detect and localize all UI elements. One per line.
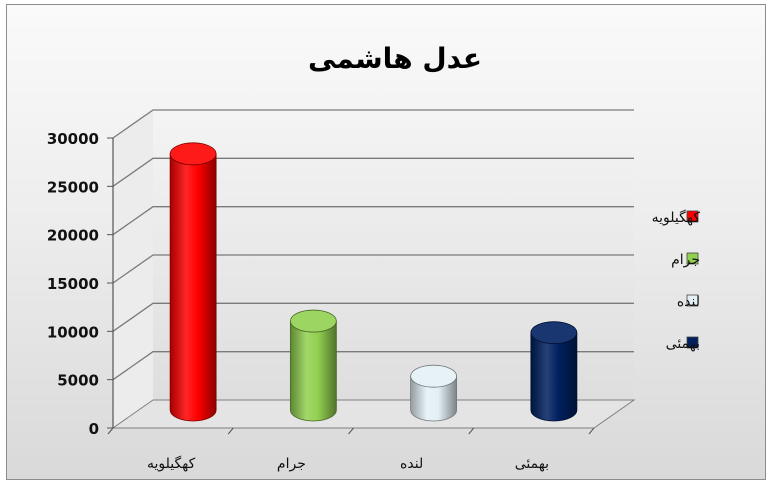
gridline	[112, 302, 634, 332]
x-tick	[107, 427, 114, 435]
gridline	[112, 157, 634, 187]
category-label: لنده	[400, 456, 423, 472]
bar-body	[289, 321, 337, 422]
gridline	[112, 109, 634, 139]
bar-top	[530, 321, 578, 345]
legend-label: جرام	[671, 252, 700, 268]
legend-label: کهگیلویه	[652, 209, 701, 226]
chart-title: عدل هاشمی	[308, 42, 482, 75]
legend-swatch	[686, 210, 699, 223]
plot-area: 0 5000 10000 15000 20000 25000 30000 کهگیلویه جر…	[47, 109, 636, 472]
bar-2	[289, 309, 337, 422]
bar-body	[169, 153, 217, 422]
x-tick	[588, 427, 595, 435]
y-tick-label: 5000	[57, 372, 99, 390]
legend: کهگیلویه جرام لنده بهمئی	[652, 209, 701, 352]
bar-4	[530, 321, 578, 422]
bar-body	[530, 332, 578, 422]
bar-top	[410, 364, 458, 388]
x-tick	[227, 427, 234, 435]
x-tick	[468, 427, 475, 435]
gridline	[112, 351, 634, 381]
bar-top	[289, 309, 337, 333]
bar-3	[410, 364, 458, 422]
x-tick	[348, 427, 354, 435]
category-label: جرام	[277, 456, 306, 472]
legend-label: لنده	[677, 294, 700, 310]
bar-top	[169, 142, 217, 166]
y-tick-label: 10000	[47, 323, 99, 341]
bar-1	[169, 142, 217, 422]
category-label: کهگیلویه	[147, 455, 196, 472]
y-tick-label: 30000	[47, 130, 99, 148]
y-tick-label: 0	[89, 420, 99, 438]
y-tick-label: 25000	[47, 178, 99, 196]
floor	[111, 399, 636, 429]
legend-label: بهمئی	[666, 336, 700, 352]
y-tick-label: 15000	[47, 275, 99, 293]
y-tick-label: 20000	[47, 227, 99, 245]
legend-swatch	[686, 294, 699, 307]
gridline	[112, 206, 634, 236]
legend-swatch	[686, 252, 699, 265]
category-label: بهمئی	[515, 456, 549, 472]
legend-swatch	[686, 336, 699, 349]
gridline	[112, 254, 634, 284]
